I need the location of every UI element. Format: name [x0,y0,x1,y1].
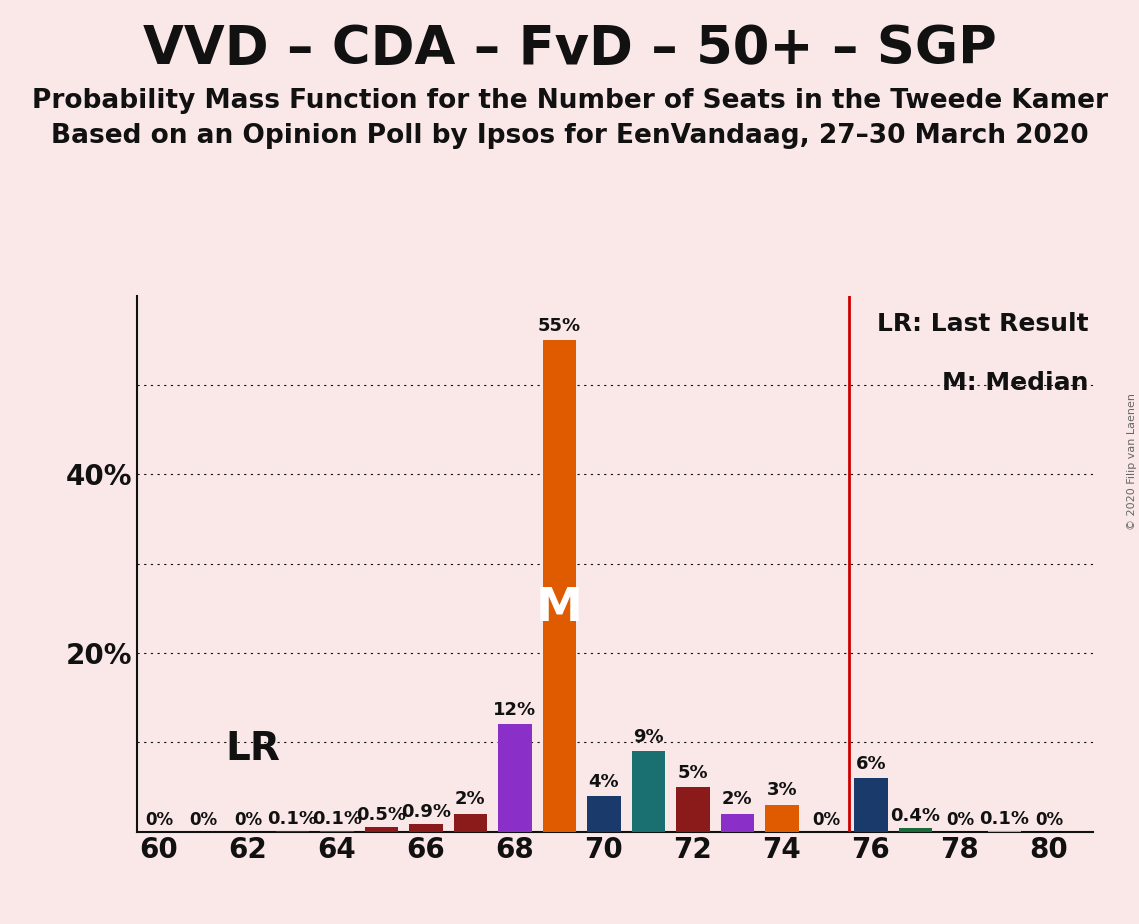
Text: LR: LR [226,730,280,768]
Text: 0%: 0% [812,811,841,830]
Text: 0%: 0% [945,811,974,830]
Bar [498,724,532,832]
Text: 0%: 0% [1035,811,1063,830]
Text: 0%: 0% [189,811,218,830]
Text: M: Median: M: Median [942,371,1089,395]
Text: 0.9%: 0.9% [401,803,451,821]
Text: M: M [536,586,583,631]
Text: 9%: 9% [633,728,664,746]
Text: 0.1%: 0.1% [312,810,362,828]
Text: 55%: 55% [538,317,581,335]
Text: 2%: 2% [456,790,485,808]
Bar [899,828,932,832]
Bar [721,814,754,832]
Text: 5%: 5% [678,763,708,782]
Text: 0%: 0% [145,811,173,830]
Text: 3%: 3% [767,782,797,799]
Bar [409,823,443,832]
Text: LR: Last Result: LR: Last Result [877,311,1089,335]
Text: 4%: 4% [589,772,620,791]
Text: 0.1%: 0.1% [268,810,318,828]
Bar [588,796,621,832]
Text: 12%: 12% [493,701,536,719]
Text: 0%: 0% [233,811,262,830]
Text: Based on an Opinion Poll by Ipsos for EenVandaag, 27–30 March 2020: Based on an Opinion Poll by Ipsos for Ee… [51,123,1088,149]
Bar [453,814,487,832]
Text: VVD – CDA – FvD – 50+ – SGP: VVD – CDA – FvD – 50+ – SGP [142,23,997,75]
Text: 6%: 6% [855,755,886,772]
Bar [854,778,887,832]
Text: 0.5%: 0.5% [357,807,407,824]
Text: © 2020 Filip van Laenen: © 2020 Filip van Laenen [1126,394,1137,530]
Text: Probability Mass Function for the Number of Seats in the Tweede Kamer: Probability Mass Function for the Number… [32,88,1107,114]
Text: 0.4%: 0.4% [891,808,941,825]
Bar [765,805,798,832]
Text: 0.1%: 0.1% [980,810,1030,828]
Bar [364,827,399,832]
Bar [677,787,710,832]
Bar [632,751,665,832]
Bar [543,340,576,832]
Text: 2%: 2% [722,790,753,808]
